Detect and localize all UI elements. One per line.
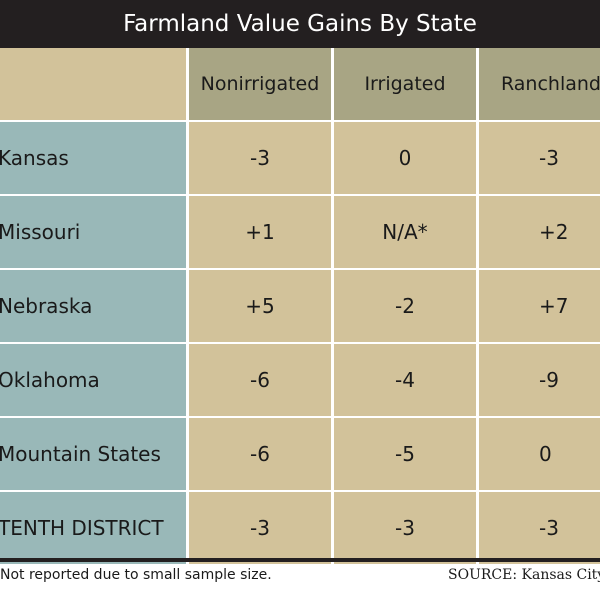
table-cell: -6 — [189, 418, 331, 490]
bottom-divider — [0, 558, 600, 562]
row-label-missouri: Missouri — [0, 196, 186, 268]
table-cell: -3 — [189, 492, 331, 564]
table-cell: -3 — [479, 492, 600, 564]
table-cell: +7 — [479, 270, 600, 342]
table-cell: -3 — [189, 122, 331, 194]
table-cell: -3 — [334, 492, 476, 564]
table-cell: +1 — [189, 196, 331, 268]
table-corner-cell — [0, 48, 186, 120]
column-header-nonirrigated: Nonirrigated — [189, 48, 331, 120]
row-label-oklahoma: Oklahoma — [0, 344, 186, 416]
row-label-text: Oklahoma — [0, 368, 100, 392]
row-label-text: TENTH DISTRICT — [0, 516, 164, 540]
row-label-text: Missouri — [0, 220, 81, 244]
table-cell: -2 — [334, 270, 476, 342]
table-cell: 0 — [334, 122, 476, 194]
footnote: Not reported due to small sample size. — [0, 567, 272, 583]
table-cell: -3 — [479, 122, 600, 194]
row-label-text: Nebraska — [0, 294, 93, 318]
table-cell: 0 — [479, 418, 600, 490]
row-label-tenth-district: TENTH DISTRICT — [0, 492, 186, 564]
chart-title: Farmland Value Gains By State — [123, 11, 477, 37]
row-label-text: Kansas — [0, 146, 69, 170]
row-label-mountain-states: Mountain States — [0, 418, 186, 490]
farmland-table: Nonirrigated Irrigated Ranchland Kansas … — [0, 48, 600, 564]
row-label-kansas: Kansas — [0, 122, 186, 194]
table-cell: -6 — [189, 344, 331, 416]
table-cell: N/A* — [334, 196, 476, 268]
table-cell: -9 — [479, 344, 600, 416]
table-cell: -5 — [334, 418, 476, 490]
table-cell: +5 — [189, 270, 331, 342]
chart-title-bar: Farmland Value Gains By State — [0, 0, 600, 48]
column-header-ranchland: Ranchland — [479, 48, 600, 120]
row-label-text: Mountain States — [0, 442, 161, 466]
source-note: SOURCE: Kansas City Fe — [448, 567, 600, 583]
table-cell: +2 — [479, 196, 600, 268]
row-label-nebraska: Nebraska — [0, 270, 186, 342]
column-header-irrigated: Irrigated — [334, 48, 476, 120]
table-cell: -4 — [334, 344, 476, 416]
